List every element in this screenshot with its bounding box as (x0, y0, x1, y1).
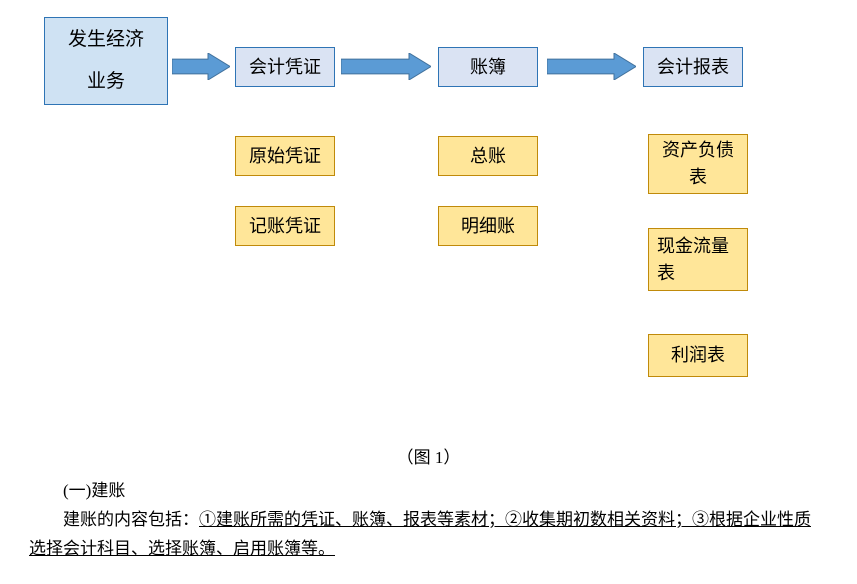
section-heading: (一)建账 (29, 477, 827, 506)
sub-cashflow: 现金流量表 (648, 228, 748, 291)
flow-node-vouchers: 会计凭证 (235, 47, 335, 87)
paragraph: (一)建账建账的内容包括：①建账所需的凭证、账簿、报表等素材；②收集期初数相关资… (29, 477, 827, 564)
sub-original-voucher: 原始凭证 (235, 136, 335, 176)
section-body: 建账的内容包括：①建账所需的凭证、账簿、报表等素材；②收集期初数相关资料；③根据… (29, 506, 827, 564)
figure-caption: （图 1） (0, 443, 857, 468)
arrow-2 (341, 53, 431, 80)
sub-profit: 利润表 (648, 334, 748, 377)
sub-balance-sheet: 资产负债表 (648, 134, 748, 194)
flow-node-books: 账簿 (438, 47, 538, 87)
arrow-1 (172, 53, 230, 80)
sub-detail-ledger: 明细账 (438, 206, 538, 246)
flow-start: 发生经济业务 (44, 17, 168, 105)
flow-node-reports: 会计报表 (643, 47, 743, 87)
sub-general-ledger: 总账 (438, 136, 538, 176)
arrow-3 (547, 53, 636, 80)
sub-record-voucher: 记账凭证 (235, 206, 335, 246)
